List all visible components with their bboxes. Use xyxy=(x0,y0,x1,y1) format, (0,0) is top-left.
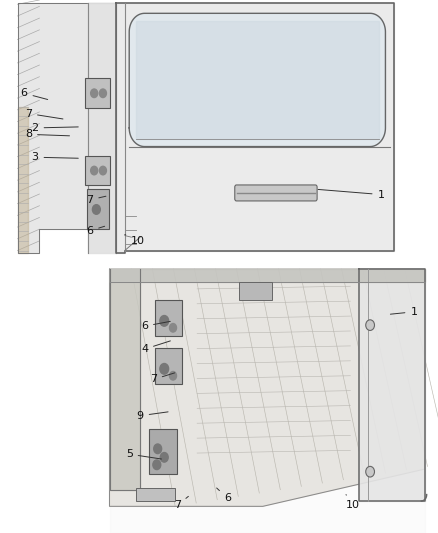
Text: 1: 1 xyxy=(390,307,417,317)
Polygon shape xyxy=(359,269,425,501)
Circle shape xyxy=(170,324,177,332)
Text: 5: 5 xyxy=(126,449,162,459)
Text: 7: 7 xyxy=(174,496,188,510)
Circle shape xyxy=(170,372,177,380)
Circle shape xyxy=(153,460,161,470)
Text: 6: 6 xyxy=(217,488,231,503)
FancyBboxPatch shape xyxy=(235,185,317,201)
Polygon shape xyxy=(18,107,28,253)
Polygon shape xyxy=(110,269,425,282)
Circle shape xyxy=(91,89,98,98)
Text: 6: 6 xyxy=(86,226,105,236)
Text: 8: 8 xyxy=(25,130,70,139)
Text: 10: 10 xyxy=(346,495,360,510)
Circle shape xyxy=(366,466,374,477)
Text: 2: 2 xyxy=(32,123,78,133)
Text: 10: 10 xyxy=(125,235,145,246)
Bar xyxy=(85,156,110,185)
Polygon shape xyxy=(129,13,385,147)
Circle shape xyxy=(154,444,162,454)
Bar xyxy=(155,300,182,336)
Circle shape xyxy=(160,364,169,374)
Polygon shape xyxy=(110,269,140,490)
Bar xyxy=(85,78,110,108)
Circle shape xyxy=(160,316,169,326)
Bar xyxy=(136,488,175,501)
Text: 1: 1 xyxy=(318,189,385,199)
Polygon shape xyxy=(110,269,425,533)
Circle shape xyxy=(99,166,106,175)
Polygon shape xyxy=(18,3,116,253)
Polygon shape xyxy=(110,269,425,506)
Text: 4: 4 xyxy=(141,341,170,354)
Bar xyxy=(155,348,182,384)
Circle shape xyxy=(92,205,100,214)
Circle shape xyxy=(91,166,98,175)
Circle shape xyxy=(160,453,168,462)
Text: 6: 6 xyxy=(21,88,48,100)
Bar xyxy=(87,189,109,229)
Circle shape xyxy=(99,89,106,98)
Text: 9: 9 xyxy=(137,411,168,421)
Text: 7: 7 xyxy=(86,195,106,205)
Polygon shape xyxy=(116,3,394,253)
Circle shape xyxy=(366,320,374,330)
Text: 7: 7 xyxy=(150,373,175,384)
Text: 6: 6 xyxy=(141,321,170,331)
Text: 3: 3 xyxy=(32,152,78,162)
Polygon shape xyxy=(88,3,116,253)
Polygon shape xyxy=(136,21,379,139)
Bar xyxy=(239,282,272,300)
Text: 7: 7 xyxy=(25,109,63,119)
Bar xyxy=(149,429,177,474)
